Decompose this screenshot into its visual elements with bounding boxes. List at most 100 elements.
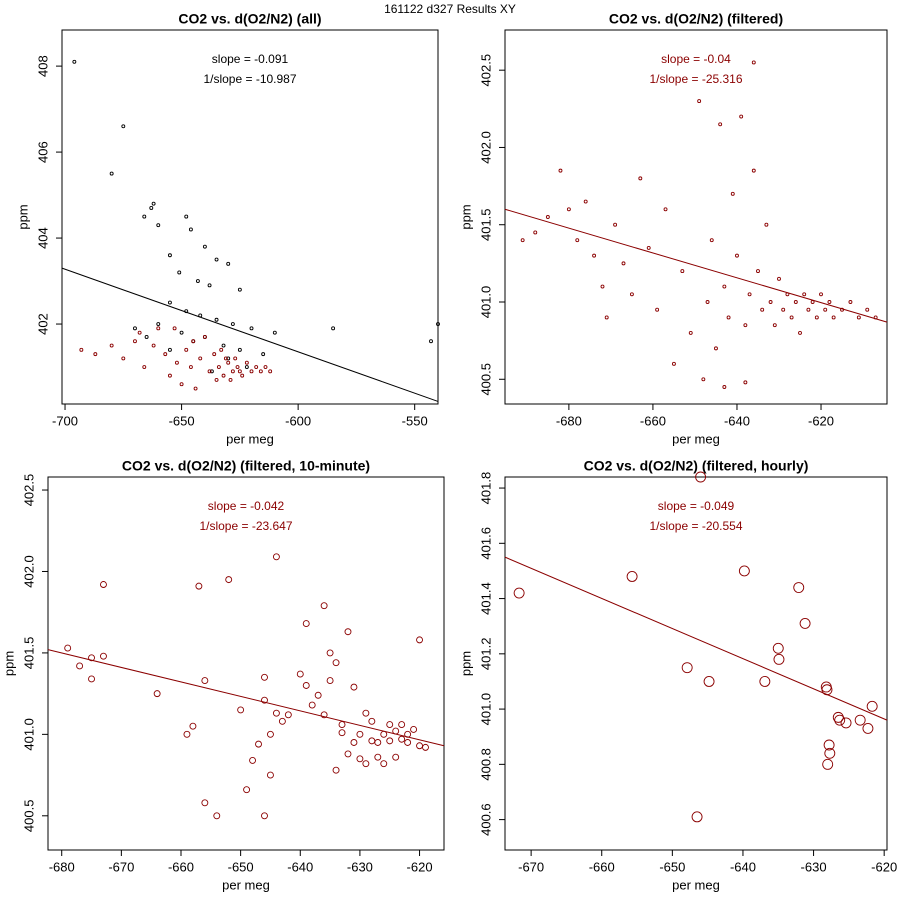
point xyxy=(386,721,394,729)
point xyxy=(751,168,756,173)
point xyxy=(671,361,676,366)
point xyxy=(856,315,861,320)
point xyxy=(202,334,207,339)
point xyxy=(760,307,765,312)
point xyxy=(344,750,352,758)
point xyxy=(392,753,400,761)
point xyxy=(759,676,771,687)
point xyxy=(261,696,268,704)
point xyxy=(688,330,693,335)
point xyxy=(799,617,811,629)
point xyxy=(137,330,142,335)
point xyxy=(263,365,268,369)
y-tick-label: 401.6 xyxy=(478,527,493,560)
point xyxy=(207,369,212,374)
point xyxy=(566,207,571,212)
annotation: slope = -0.049 xyxy=(658,499,735,513)
point xyxy=(772,323,777,328)
point xyxy=(380,730,388,738)
point xyxy=(331,326,336,331)
annotation: 1/slope = -23.647 xyxy=(199,519,292,533)
point xyxy=(195,279,200,284)
y-tick-label: 401.4 xyxy=(478,582,493,615)
point xyxy=(368,717,376,725)
y-tick-label: 400.5 xyxy=(478,363,493,396)
point xyxy=(188,227,193,232)
point xyxy=(219,347,224,352)
y-tick-label: 408 xyxy=(35,55,50,77)
x-tick-label: -650 xyxy=(228,859,254,874)
plot-frame xyxy=(47,476,445,851)
point xyxy=(177,270,182,275)
y-axis-label: ppm xyxy=(458,651,473,676)
point xyxy=(621,261,626,266)
point xyxy=(72,59,77,64)
point xyxy=(680,269,685,274)
point xyxy=(189,722,197,730)
chart-title: CO2 vs. d(O2/N2) (filtered, hourly) xyxy=(584,458,809,474)
point xyxy=(709,238,714,243)
point xyxy=(267,730,274,738)
point xyxy=(237,369,242,374)
point xyxy=(338,721,346,729)
point xyxy=(230,322,235,326)
point xyxy=(261,352,266,357)
point xyxy=(326,649,334,657)
point xyxy=(100,581,107,588)
annotation: slope = -0.042 xyxy=(208,499,285,513)
point xyxy=(79,347,84,352)
point xyxy=(827,300,832,304)
point xyxy=(149,206,154,210)
point xyxy=(416,742,423,750)
point xyxy=(249,756,257,764)
point xyxy=(233,356,238,361)
point xyxy=(172,326,177,331)
point xyxy=(764,222,769,227)
point xyxy=(226,360,231,365)
y-axis-label: ppm xyxy=(15,204,30,229)
point xyxy=(153,690,161,698)
point xyxy=(822,758,834,770)
point xyxy=(513,587,525,599)
point xyxy=(374,739,382,746)
point xyxy=(374,753,382,761)
point xyxy=(243,786,251,794)
point xyxy=(167,300,172,305)
point xyxy=(156,322,161,326)
point xyxy=(819,292,823,297)
point xyxy=(730,191,735,196)
point xyxy=(195,582,203,590)
point xyxy=(133,339,137,344)
point xyxy=(663,207,668,212)
y-tick-label: 402.0 xyxy=(21,555,36,588)
point xyxy=(88,654,95,662)
x-tick-label: -630 xyxy=(347,859,373,874)
point xyxy=(151,343,156,348)
point xyxy=(726,315,731,320)
point xyxy=(350,739,358,746)
point xyxy=(695,471,707,483)
point xyxy=(100,652,107,660)
point xyxy=(681,662,693,674)
point xyxy=(198,356,203,361)
point xyxy=(183,730,191,738)
x-tick-label: -650 xyxy=(659,859,685,874)
point xyxy=(121,356,126,361)
point xyxy=(261,673,268,681)
point xyxy=(209,369,214,374)
point xyxy=(261,812,268,820)
point xyxy=(604,315,609,320)
x-axis-label: per meg xyxy=(672,431,720,446)
x-tick-label: -650 xyxy=(169,413,195,428)
point xyxy=(326,677,334,685)
y-tick-label: 401.2 xyxy=(478,638,493,671)
x-tick-label: -700 xyxy=(52,413,78,428)
point xyxy=(738,565,750,577)
point xyxy=(226,356,231,361)
point xyxy=(308,701,316,709)
point xyxy=(831,315,836,320)
x-tick-label: -680 xyxy=(49,859,75,874)
point xyxy=(824,747,836,759)
y-tick-label: 402.5 xyxy=(21,474,36,507)
point xyxy=(613,222,618,227)
